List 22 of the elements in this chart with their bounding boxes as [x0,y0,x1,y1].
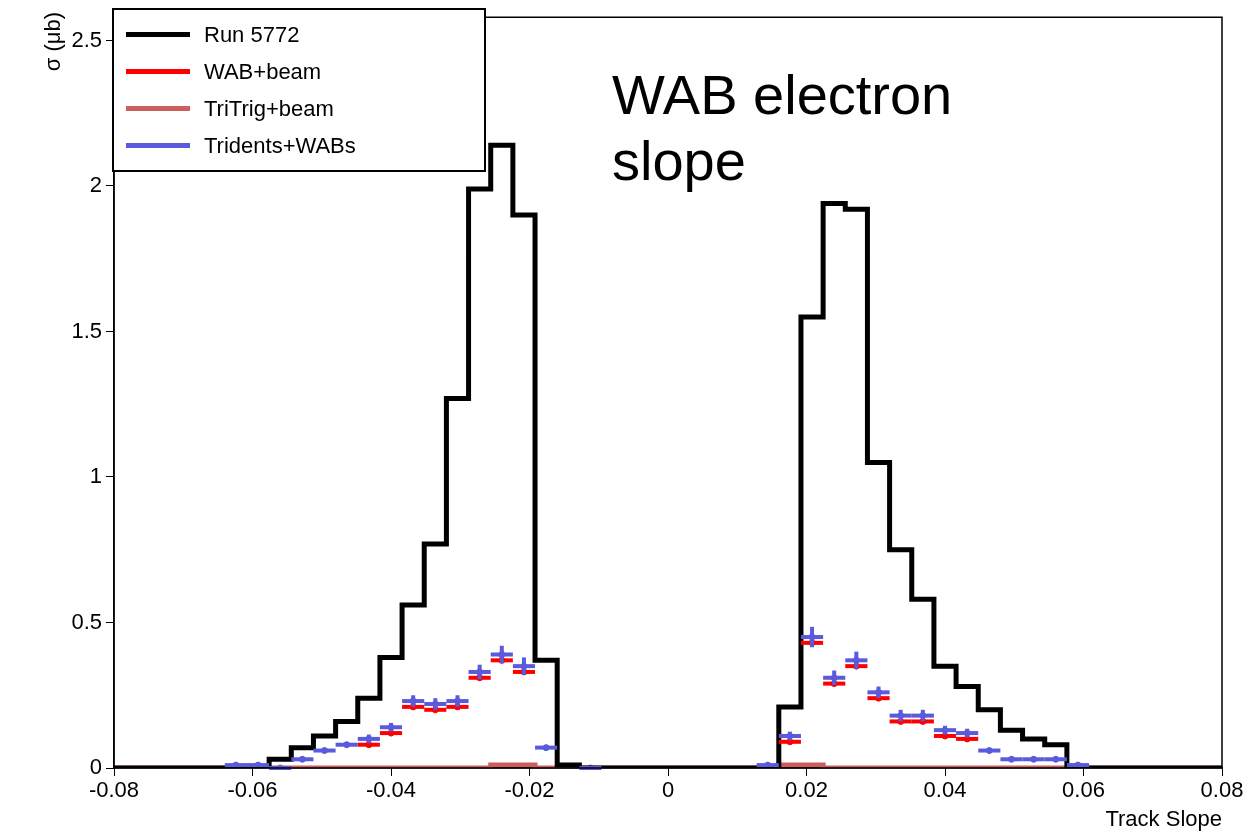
y-tick-label: 1 [89,463,102,489]
x-tick-label: 0 [661,777,675,803]
x-tick-label: -0.06 [227,777,278,803]
y-tick-label: 0.5 [71,608,102,634]
x-tick-label: -0.08 [88,777,140,803]
x-tick-label: -0.04 [365,777,417,803]
x-tick-label: 0.04 [923,777,967,803]
x-tick-label: 0.02 [785,777,828,803]
y-tick-label: 2.5 [71,26,102,52]
x-tick-label: -0.02 [504,777,555,803]
x-axis-title: Track Slope [1105,806,1222,832]
y-tick-label: 0 [89,754,102,780]
legend-label: WAB+beam [204,58,322,85]
y-tick-label: 2 [89,172,102,198]
y-axis-title: σ (μb) [40,12,66,72]
x-tick-label: 0.06 [1062,777,1105,803]
legend-label: TriTrig+beam [204,95,334,122]
legend-label: Run 5772 [204,21,300,48]
y-tick-label: 1.5 [71,317,102,343]
x-tick-label: 0.08 [1200,777,1244,803]
legend-label: Tridents+WABs [204,132,356,159]
annotation: WAB electron slope [612,62,954,194]
